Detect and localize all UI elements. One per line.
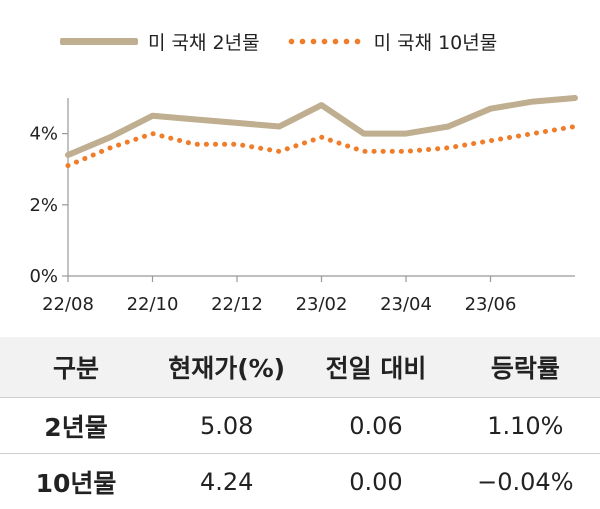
- row-2y-rate: 1.10%: [451, 398, 600, 454]
- row-10y-rate: −0.04%: [451, 454, 600, 509]
- row-10y-change: 0.00: [301, 454, 450, 509]
- row-2y-price: 5.08: [152, 398, 301, 454]
- table-header-row: 구분 현재가(%) 전일 대비 등락률: [0, 337, 600, 398]
- x-tick-label: 22/08: [42, 294, 94, 315]
- chart-plot: 0% 2% 4% 22/08 22/10 22/12 23/02 23/04 23/06: [0, 0, 600, 330]
- series-line-10y: [68, 127, 575, 166]
- table-row: 10년물 4.24 0.00 −0.04%: [0, 454, 600, 509]
- header-rate: 등락률: [451, 337, 600, 398]
- yield-summary-table: 구분 현재가(%) 전일 대비 등락률 2년물 5.08 0.06 1.10% …: [0, 337, 600, 509]
- x-tick-label: 23/06: [465, 294, 517, 315]
- x-tick-label: 22/12: [211, 294, 263, 315]
- header-category: 구분: [0, 337, 152, 398]
- y-tick-label: 0%: [29, 266, 58, 287]
- table-row: 2년물 5.08 0.06 1.10%: [0, 398, 600, 454]
- x-tick-label: 23/04: [380, 294, 432, 315]
- x-tick-label: 23/02: [296, 294, 348, 315]
- header-change: 전일 대비: [301, 337, 450, 398]
- y-tick-label: 2%: [29, 195, 58, 216]
- row-2y-change: 0.06: [301, 398, 450, 454]
- header-price: 현재가(%): [152, 337, 301, 398]
- series-line-2y: [68, 98, 575, 155]
- x-tick-label: 22/10: [127, 294, 179, 315]
- y-tick-label: 4%: [29, 124, 58, 145]
- row-2y-name: 2년물: [0, 398, 152, 454]
- row-10y-price: 4.24: [152, 454, 301, 509]
- row-10y-name: 10년물: [0, 454, 152, 509]
